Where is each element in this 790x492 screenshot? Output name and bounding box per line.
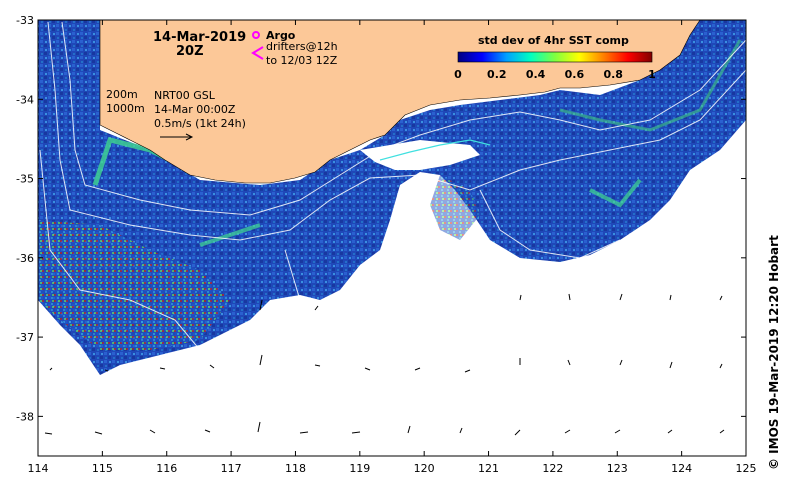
current-arrow — [564, 429, 571, 434]
y-tick-label: -37 — [16, 331, 34, 344]
isobath-label-200m: 200m — [106, 88, 138, 101]
drifter-label-line2: to 12/03 12Z — [266, 54, 338, 67]
current-arrow — [719, 429, 725, 434]
current-arrow — [314, 305, 319, 311]
current-arrow — [44, 432, 53, 435]
current-arrow — [209, 364, 215, 369]
plot-area — [38, 20, 746, 456]
current-arrow — [259, 354, 263, 366]
current-arrow — [149, 429, 156, 434]
colorbar-tick-label: 0 — [454, 68, 462, 81]
x-tick-label: 117 — [221, 462, 242, 475]
current-scale-arrow-icon — [160, 133, 194, 141]
current-arrow — [94, 431, 103, 435]
current-arrow — [364, 367, 371, 371]
isobath-label-1000m: 1000m — [106, 102, 145, 115]
warm-current-streak — [589, 178, 642, 208]
current-arrow — [259, 299, 263, 311]
current-arrow — [204, 429, 211, 433]
y-tick-label: -34 — [16, 93, 34, 106]
isobath-deep — [39, 149, 201, 351]
y-tick-label: -33 — [16, 14, 34, 27]
isobath-contours — [39, 21, 746, 351]
colorbar — [457, 51, 653, 63]
colorbar-tick-label: 0.2 — [487, 68, 507, 81]
colorbar-tick-label: 0.4 — [526, 68, 546, 81]
current-arrow — [667, 429, 673, 434]
current-arrow — [719, 363, 723, 369]
x-tick-label: 116 — [156, 462, 177, 475]
x-tick-label: 119 — [349, 462, 370, 475]
current-arrow — [159, 367, 166, 370]
sst-noisy-area — [38, 220, 230, 350]
y-tick-label: -36 — [16, 252, 34, 265]
drifter-marker-icon — [251, 46, 264, 60]
current-arrow — [314, 364, 321, 367]
y-tick-label: -35 — [16, 173, 34, 186]
isobath-200m — [61, 21, 746, 216]
colorbar-tick-label: 0.6 — [565, 68, 585, 81]
current-arrow — [567, 359, 571, 366]
current-arrow — [414, 367, 421, 371]
isobath-1000m — [47, 21, 746, 241]
isobath-deep — [479, 189, 621, 259]
current-arrow — [257, 421, 261, 433]
x-tick-label: 123 — [607, 462, 628, 475]
colorbar-title: std dev of 4hr SST comp — [478, 34, 629, 47]
current-arrow — [669, 361, 673, 369]
x-tick-label: 115 — [92, 462, 113, 475]
x-tick-label: 122 — [542, 462, 563, 475]
map-time: 20Z — [176, 44, 204, 59]
colorbar-tick-label: 0.8 — [603, 68, 623, 81]
current-arrow — [299, 431, 309, 434]
x-tick-label: 124 — [671, 462, 692, 475]
plot-frame — [37, 19, 747, 457]
y-axis: -33 -34 -35 -36 -37 -38 — [16, 14, 746, 423]
colorbar-tick-label: 1 — [648, 68, 656, 81]
drifter-label-line1: drifters@12h — [266, 40, 338, 53]
warm-current-streak — [199, 223, 261, 247]
cyan-drifter-track — [379, 139, 491, 161]
sst-noisy-area-east — [430, 175, 480, 240]
current-source-label: NRT00 GSL — [154, 89, 216, 102]
x-axis: 114 115 116 117 118 119 120 121 122 123 124 125 — [28, 20, 757, 475]
argo-label: Argo — [266, 29, 296, 42]
current-arrow — [719, 295, 723, 301]
current-arrow — [459, 427, 463, 434]
current-arrow — [619, 293, 623, 301]
current-arrow — [514, 429, 521, 436]
map-date: 14-Mar-2019 — [153, 30, 246, 45]
current-arrow — [669, 294, 672, 301]
isobath-deep — [284, 249, 301, 331]
credit-text: © IMOS 19-Mar-2019 12:20 Hobart — [767, 235, 781, 470]
current-vectors — [44, 293, 725, 436]
x-tick-label: 118 — [285, 462, 306, 475]
current-arrow — [614, 429, 621, 434]
current-arrow — [407, 425, 411, 434]
current-arrow — [351, 431, 361, 434]
x-tick-label: 114 — [28, 462, 49, 475]
x-tick-label: 125 — [736, 462, 757, 475]
colorbar-ticks: 0 0.2 0.4 0.6 0.8 1 — [454, 68, 656, 81]
current-arrow — [619, 359, 623, 366]
shore-gap — [360, 140, 480, 170]
argo-marker-icon — [252, 31, 260, 39]
y-tick-label: -38 — [16, 410, 34, 423]
x-tick-label: 121 — [478, 462, 499, 475]
current-arrow — [568, 293, 571, 301]
current-scale-label: 0.5m/s (1kt 24h) — [154, 117, 246, 130]
current-time-label: 14-Mar 00:00Z — [154, 103, 236, 116]
current-arrow — [104, 369, 109, 372]
current-arrow — [519, 294, 522, 301]
current-arrow — [49, 367, 53, 371]
x-tick-label: 120 — [414, 462, 435, 475]
current-arrow — [464, 369, 471, 373]
warm-current-streak — [559, 39, 742, 132]
